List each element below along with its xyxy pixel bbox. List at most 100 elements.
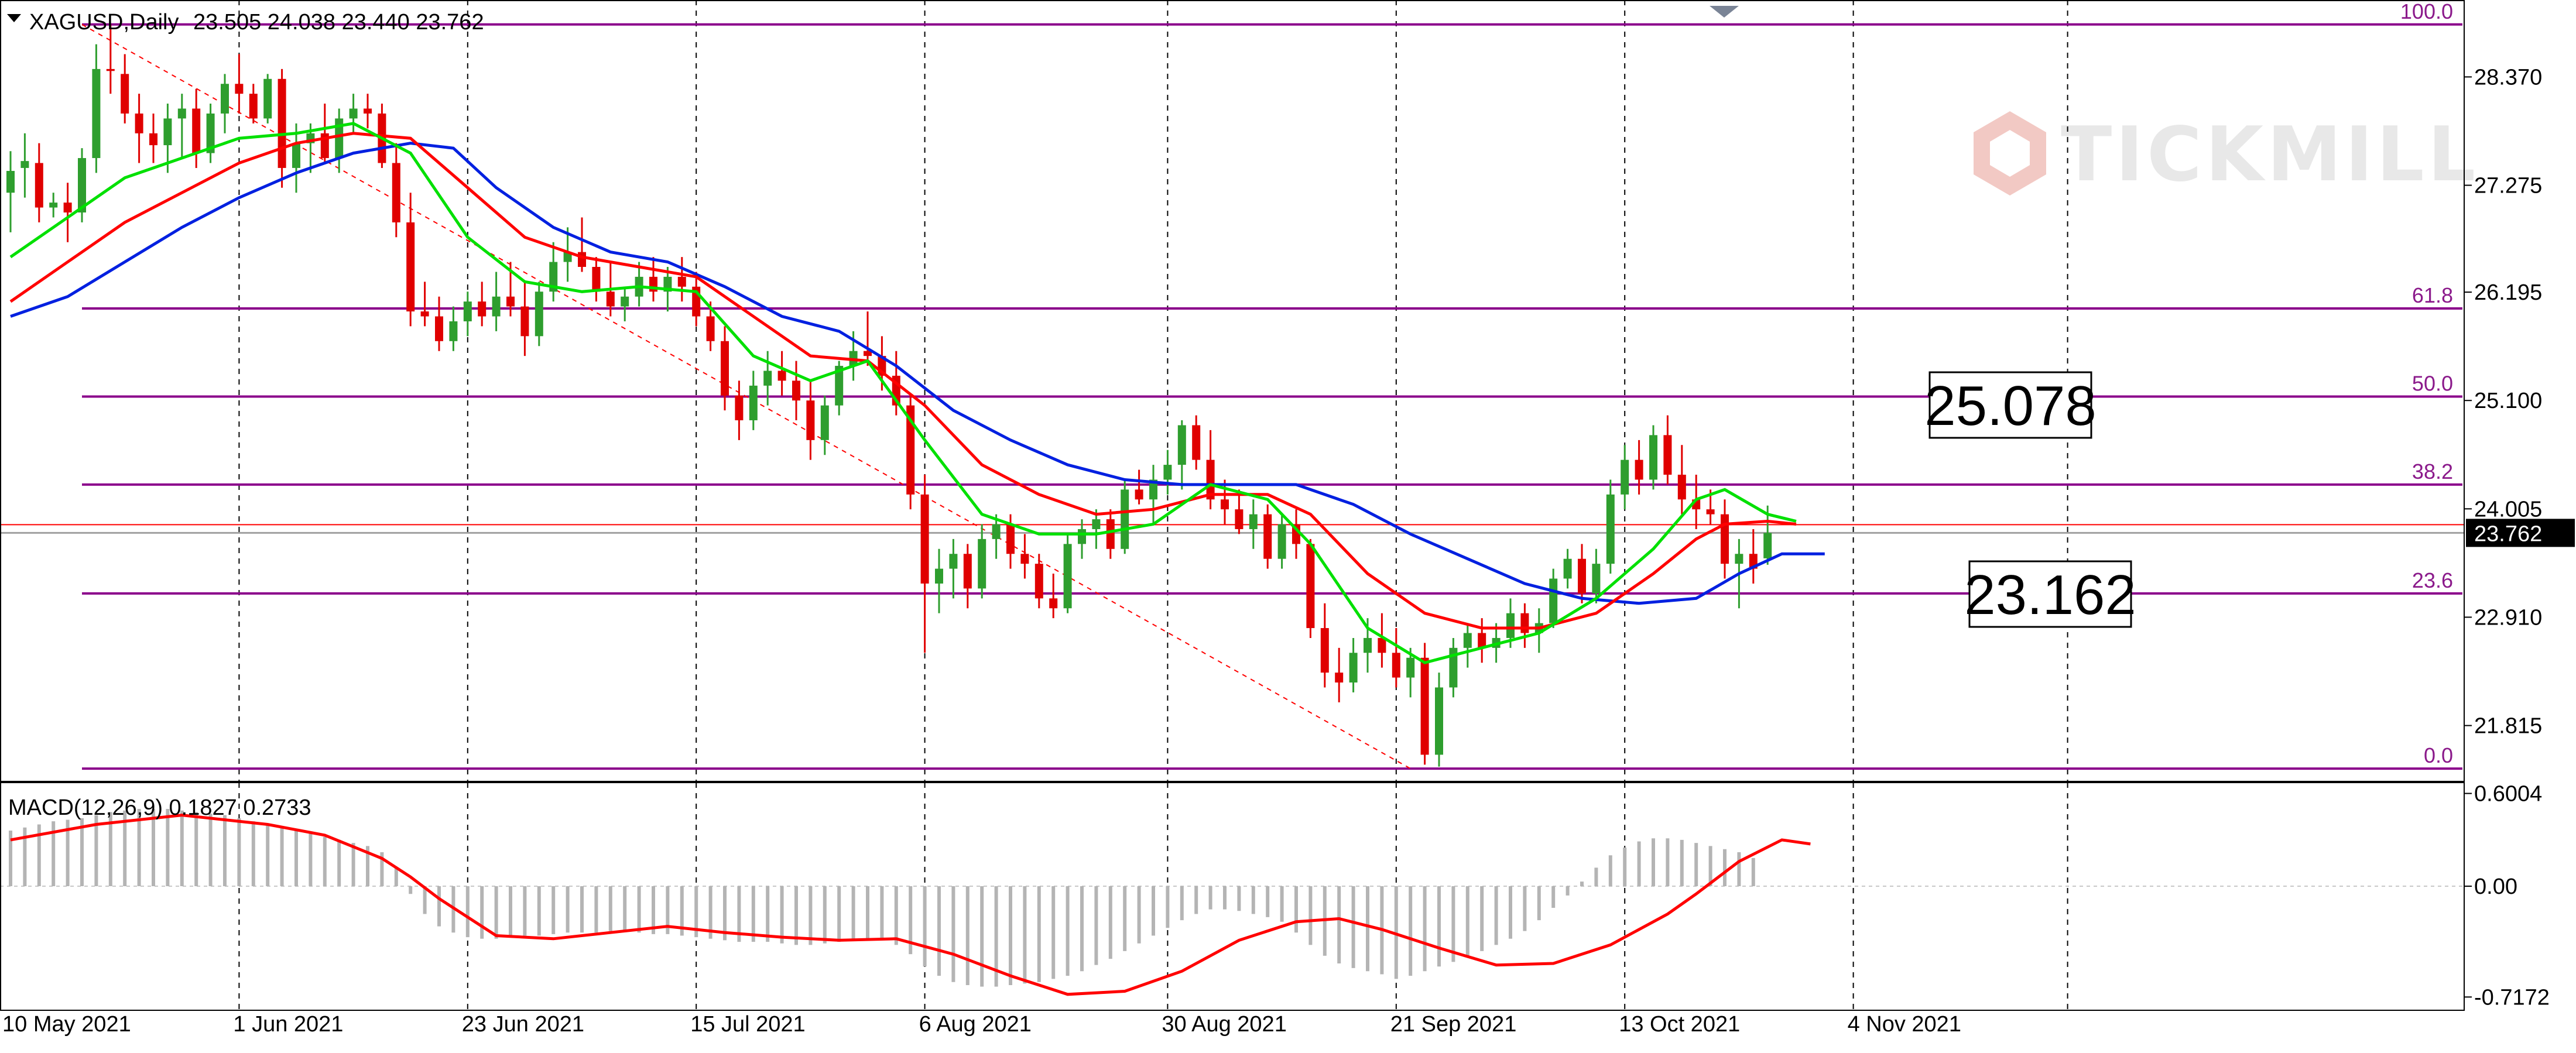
bull-candle bbox=[1735, 554, 1743, 564]
bear-candle bbox=[506, 296, 515, 307]
bull-candle bbox=[177, 108, 186, 119]
y-tick-label: 22.910 bbox=[2474, 605, 2542, 630]
macd-indicator-label: MACD(12,26,9) 0.1827 0.2733 bbox=[8, 795, 311, 820]
bear-candle bbox=[1049, 598, 1058, 609]
bear-candle bbox=[1135, 489, 1143, 500]
x-tick-label: 10 May 2021 bbox=[2, 1012, 131, 1037]
tickmill-logo: TICKMILL bbox=[1974, 111, 2479, 198]
main-panel-frame bbox=[0, 0, 2465, 782]
bull-candle bbox=[163, 118, 172, 146]
bear-candle bbox=[106, 68, 115, 71]
bull-candle bbox=[92, 68, 101, 159]
chart-symbol-label: XAGUSD,Daily bbox=[29, 10, 179, 35]
bear-candle bbox=[1635, 459, 1643, 480]
bear-candle bbox=[1320, 628, 1329, 673]
bear-candle bbox=[735, 395, 744, 421]
bull-candle bbox=[449, 321, 458, 341]
bull-candle bbox=[1763, 533, 1772, 558]
bull-candle bbox=[992, 524, 1001, 539]
collapse-triangle-icon[interactable] bbox=[7, 14, 21, 22]
bear-candle bbox=[677, 276, 686, 287]
bear-candle bbox=[1006, 524, 1015, 554]
bear-candle bbox=[1306, 544, 1315, 629]
bear-candle bbox=[1221, 499, 1229, 510]
bear-candle bbox=[777, 371, 786, 381]
bear-candle bbox=[706, 316, 715, 341]
bear-candle bbox=[1378, 637, 1386, 653]
bear-candle bbox=[1721, 514, 1729, 564]
bear-candle bbox=[1392, 653, 1400, 678]
x-tick-label: 1 Jun 2021 bbox=[233, 1012, 343, 1037]
bear-candle bbox=[864, 351, 872, 356]
chart-shift-marker-icon[interactable] bbox=[1710, 6, 1739, 18]
macd-y-tick-label: 0.00 bbox=[2474, 874, 2517, 899]
bear-candle bbox=[1235, 509, 1244, 529]
bull-candle bbox=[1277, 524, 1286, 559]
bull-candle bbox=[221, 84, 229, 114]
bear-candle bbox=[149, 133, 157, 146]
bull-candle bbox=[1364, 637, 1372, 653]
fibonacci-level-label: 0.0 bbox=[2424, 743, 2453, 767]
bull-candle bbox=[1549, 578, 1558, 623]
bull-candle bbox=[6, 171, 15, 193]
bear-candle bbox=[1263, 514, 1272, 559]
ma-fast-line bbox=[9, 122, 1797, 664]
bull-candle bbox=[549, 262, 558, 292]
bear-candle bbox=[906, 405, 915, 495]
bull-candle bbox=[1177, 425, 1186, 465]
fibonacci-level-label: 23.6 bbox=[2412, 568, 2453, 592]
bull-candle bbox=[1506, 613, 1515, 638]
x-tick-label: 4 Nov 2021 bbox=[1848, 1012, 1961, 1037]
bull-candle bbox=[20, 161, 29, 168]
bull-candle bbox=[349, 108, 358, 119]
bull-candle bbox=[1149, 479, 1157, 500]
bear-candle bbox=[1335, 673, 1344, 683]
bull-candle bbox=[492, 296, 501, 317]
bull-candle bbox=[263, 78, 272, 119]
bear-candle bbox=[806, 400, 815, 440]
bear-candle bbox=[420, 311, 429, 317]
ma-slow-line bbox=[10, 142, 1825, 605]
bear-candle bbox=[1192, 425, 1201, 460]
bull-candle bbox=[621, 296, 629, 307]
bear-candle bbox=[520, 306, 529, 337]
y-tick-label: 26.195 bbox=[2474, 280, 2542, 305]
annotation-box-upper: 25.078 bbox=[1924, 371, 2097, 439]
bull-candle bbox=[1435, 687, 1443, 755]
bear-candle bbox=[249, 94, 258, 119]
bear-candle bbox=[1034, 564, 1043, 599]
bull-candle bbox=[463, 301, 472, 321]
chart-header: XAGUSD,Daily 23.505 24.038 23.440 23.762 bbox=[7, 10, 484, 35]
bull-candle bbox=[1121, 489, 1129, 549]
tickmill-logo-icon-inner bbox=[1990, 130, 2030, 177]
bear-candle bbox=[1478, 633, 1486, 648]
annotation-lower-text: 23.162 bbox=[1964, 564, 2136, 626]
bear-candle bbox=[1420, 657, 1429, 755]
tickmill-watermark: TICKMILL bbox=[2061, 111, 2479, 198]
y-tick-label: 28.370 bbox=[2474, 65, 2542, 90]
bull-candle bbox=[563, 252, 572, 262]
bull-candle bbox=[1449, 647, 1458, 688]
bull-candle bbox=[535, 291, 543, 337]
y-tick-label: 27.275 bbox=[2474, 174, 2542, 198]
price-chart-plot: 100.0 61.8 50.0 38.2 23.6 0.0 bbox=[0, 0, 2465, 781]
bear-candle bbox=[920, 494, 929, 584]
bear-candle bbox=[63, 203, 72, 213]
x-tick-label: 30 Aug 2021 bbox=[1162, 1012, 1286, 1037]
bear-candle bbox=[1292, 524, 1300, 544]
bear-candle bbox=[364, 108, 372, 114]
bear-candle bbox=[1520, 613, 1529, 633]
x-tick-label: 21 Sep 2021 bbox=[1390, 1012, 1517, 1037]
fibonacci-trendline bbox=[81, 23, 1411, 769]
fibonacci-level-label: 61.8 bbox=[2412, 283, 2453, 307]
bear-candle bbox=[392, 163, 400, 222]
bull-candle bbox=[1563, 558, 1572, 579]
bear-candle bbox=[1677, 475, 1686, 500]
bull-candle bbox=[949, 554, 958, 569]
bear-candle bbox=[478, 301, 487, 317]
bear-candle bbox=[435, 316, 443, 341]
